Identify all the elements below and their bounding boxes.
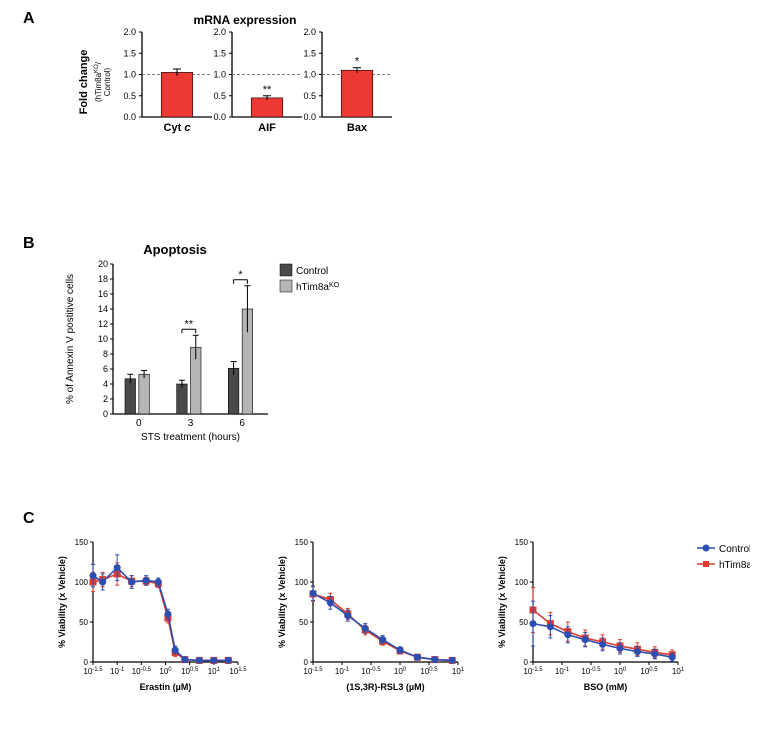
svg-text:18: 18 (98, 274, 108, 284)
svg-text:100: 100 (75, 578, 89, 587)
svg-text:0.0: 0.0 (123, 112, 136, 122)
svg-text:100.5: 100.5 (181, 667, 199, 676)
svg-text:2.0: 2.0 (303, 27, 316, 37)
svg-text:10: 10 (98, 334, 108, 344)
svg-text:0.0: 0.0 (213, 112, 226, 122)
svg-text:BSO (mM): BSO (mM) (584, 682, 628, 692)
svg-text:12: 12 (98, 319, 108, 329)
svg-text:100: 100 (515, 578, 529, 587)
svg-text:% Viability (x Vehicle): % Viability (x Vehicle) (497, 556, 507, 648)
svg-text:10-1.5: 10-1.5 (523, 667, 543, 676)
svg-text:0: 0 (136, 418, 142, 429)
svg-text:**: ** (185, 318, 194, 330)
panel-b-label: B (23, 235, 35, 253)
svg-text:0: 0 (84, 658, 89, 667)
svg-text:1.5: 1.5 (303, 48, 316, 58)
svg-text:% of Annexin V postitive cells: % of Annexin V postitive cells (65, 274, 76, 404)
svg-text:3: 3 (188, 418, 194, 429)
svg-text:50: 50 (519, 618, 528, 627)
panel-a: mRNA expression Fold change (hTim8aKO/Cont… (75, 12, 415, 152)
svg-text:150: 150 (295, 538, 309, 547)
svg-text:100: 100 (614, 667, 627, 676)
svg-text:1.0: 1.0 (303, 70, 316, 80)
mrna-chart: mRNA expression Fold change (hTim8aKO/Cont… (75, 12, 415, 152)
svg-text:1.5: 1.5 (213, 48, 226, 58)
svg-text:1.5: 1.5 (123, 48, 136, 58)
svg-text:0.0: 0.0 (303, 112, 316, 122)
svg-text:% Viability (x Vehicle): % Viability (x Vehicle) (277, 556, 287, 648)
svg-text:Cyt c: Cyt c (164, 122, 191, 134)
svg-text:1.0: 1.0 (123, 70, 136, 80)
svg-text:20: 20 (98, 259, 108, 269)
svg-text:2.0: 2.0 (213, 27, 226, 37)
svg-text:50: 50 (79, 618, 88, 627)
svg-text:10-0.5: 10-0.5 (132, 667, 152, 676)
svg-text:6: 6 (103, 364, 108, 374)
panel-c-label: C (23, 510, 35, 528)
svg-text:0: 0 (304, 658, 309, 667)
svg-text:Erastin (µM): Erastin (µM) (140, 682, 192, 692)
svg-text:100: 100 (295, 578, 309, 587)
svg-text:Fold change: Fold change (78, 50, 90, 115)
svg-text:100: 100 (159, 667, 172, 676)
svg-text:14: 14 (98, 304, 108, 314)
svg-text:2.0: 2.0 (123, 27, 136, 37)
viability-charts: 0 50 100 150 10-1.5 10-1 10-0.5 100 100.5 101 101.… (30, 530, 750, 720)
svg-text:Bax: Bax (347, 122, 368, 134)
svg-text:50: 50 (299, 618, 308, 627)
panel-a-label: A (23, 10, 35, 28)
svg-text:101: 101 (672, 667, 685, 676)
svg-text:0.5: 0.5 (123, 91, 136, 101)
svg-text:Control: Control (296, 266, 328, 277)
svg-text:*: * (355, 56, 360, 68)
svg-text:AIF: AIF (258, 122, 276, 134)
svg-text:% Viability (x Vehicle): % Viability (x Vehicle) (57, 556, 67, 648)
svg-text:1.0: 1.0 (213, 70, 226, 80)
panel-b: Apoptosis 0 2 4 6 8 10 12 14 16 18 20 % of Annexin V… (55, 240, 435, 460)
svg-text:4: 4 (103, 379, 108, 389)
svg-text:0.5: 0.5 (213, 91, 226, 101)
svg-text:Apoptosis: Apoptosis (143, 242, 207, 257)
svg-text:mRNA expression: mRNA expression (194, 13, 297, 27)
svg-text:0.5: 0.5 (303, 91, 316, 101)
svg-text:2: 2 (103, 394, 108, 404)
svg-text:0: 0 (524, 658, 529, 667)
apoptosis-chart: Apoptosis 0 2 4 6 8 10 12 14 16 18 20 % of Annexin V… (55, 240, 435, 460)
svg-text:hTim8aKO: hTim8aKO (296, 282, 340, 294)
svg-text:0: 0 (103, 409, 108, 419)
svg-text:**: ** (263, 84, 272, 96)
svg-text:101: 101 (208, 667, 221, 676)
svg-text:STS treatment (hours): STS treatment (hours) (141, 432, 240, 443)
svg-text:101.5: 101.5 (229, 667, 247, 676)
svg-text:10-1: 10-1 (110, 667, 125, 676)
svg-text:hTim8aMUT SH: hTim8aMUT SH (719, 560, 750, 572)
svg-text:*: * (238, 269, 243, 281)
panel-c: 0 50 100 150 10-1.5 10-1 10-0.5 100 100.5 101 101.… (30, 530, 750, 720)
svg-text:6: 6 (239, 418, 245, 429)
svg-text:150: 150 (515, 538, 529, 547)
svg-text:10-1: 10-1 (335, 667, 350, 676)
svg-text:16: 16 (98, 289, 108, 299)
svg-text:8: 8 (103, 349, 108, 359)
svg-text:100.5: 100.5 (640, 667, 658, 676)
svg-text:100.5: 100.5 (420, 667, 438, 676)
svg-text:(hTim8aKO/Control): (hTim8aKO/Control) (94, 61, 112, 102)
svg-text:10-1.5: 10-1.5 (83, 667, 103, 676)
svg-text:100: 100 (394, 667, 407, 676)
svg-text:Control SH: Control SH (719, 544, 750, 556)
svg-text:101: 101 (452, 667, 465, 676)
svg-text:10-0.5: 10-0.5 (361, 667, 381, 676)
svg-text:150: 150 (75, 538, 89, 547)
svg-text:10-1: 10-1 (555, 667, 570, 676)
svg-text:(1S,3R)-RSL3 (µM): (1S,3R)-RSL3 (µM) (346, 682, 424, 692)
svg-text:10-0.5: 10-0.5 (581, 667, 601, 676)
svg-text:10-1.5: 10-1.5 (303, 667, 323, 676)
